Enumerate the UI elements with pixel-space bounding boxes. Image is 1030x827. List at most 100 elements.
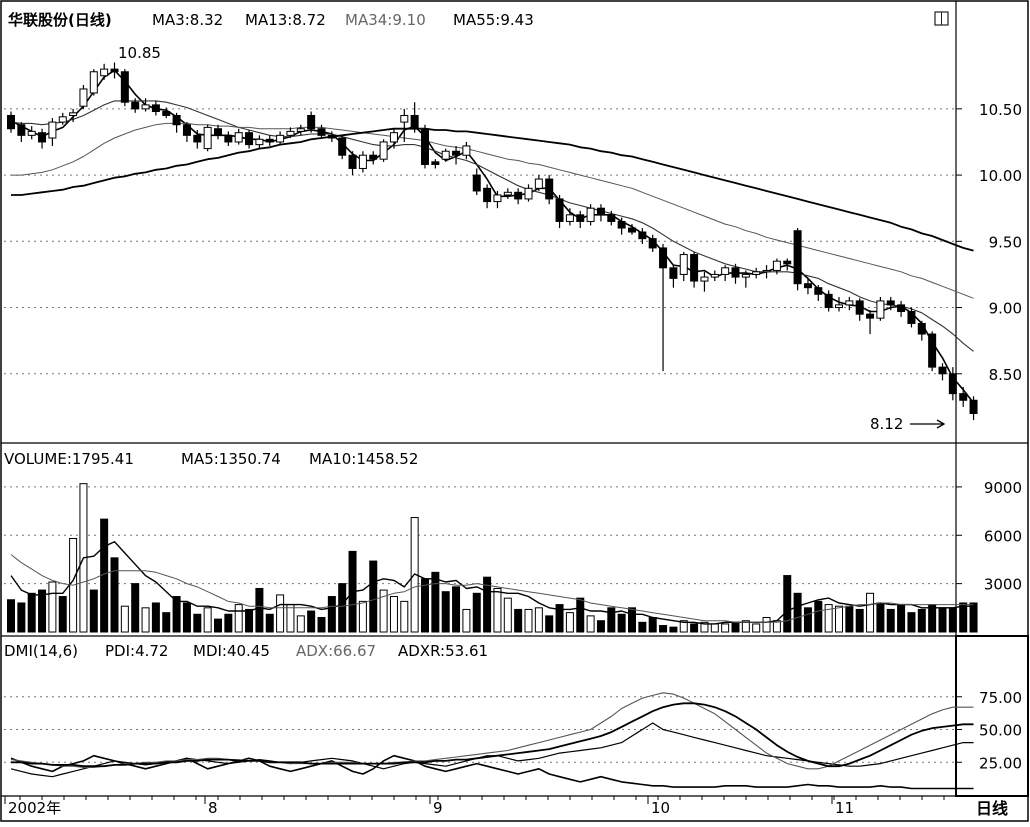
ma13-line — [10, 100, 974, 352]
volume-bar — [524, 608, 533, 633]
candle-body — [48, 121, 57, 139]
vol-ma5-label: MA5:1350.74 — [181, 450, 281, 468]
candle-body — [628, 227, 636, 233]
volume-bar — [783, 575, 792, 633]
candle-body — [648, 238, 657, 249]
candle-body — [172, 114, 181, 126]
candle-body — [7, 114, 15, 130]
candle-body — [783, 260, 792, 265]
candle-body — [659, 247, 668, 269]
volume-bar — [659, 625, 668, 633]
candle-body — [855, 300, 864, 315]
volume-bar — [296, 615, 305, 633]
volume-bar — [317, 616, 326, 633]
volume-bar — [679, 620, 688, 633]
y-tick-label: 8.50 — [989, 366, 1022, 384]
candle-body — [100, 68, 109, 77]
volume-bar — [793, 592, 802, 633]
candle-body — [514, 191, 523, 200]
high-annotation: 10.85 — [118, 44, 161, 62]
volume-bar — [855, 608, 864, 633]
volume-bars — [7, 483, 978, 633]
volume-moving-averages — [10, 541, 974, 625]
volume-bar — [866, 592, 875, 633]
volume-bar — [845, 605, 854, 633]
volume-bar — [472, 592, 481, 633]
candle-body — [503, 191, 512, 196]
dmi-header: DMI(14,6) PDI:4.72 MDI:40.45 ADX:66.67 A… — [4, 642, 488, 660]
volume-bar — [120, 605, 129, 633]
candle-body — [886, 300, 895, 306]
volume-bar — [338, 583, 347, 633]
price-header: 华联股份(日线) MA3:8.32 MA13:8.72 MA34:9.10 MA… — [8, 11, 949, 29]
candle-body — [151, 104, 160, 113]
candle-body — [410, 114, 419, 130]
volume-bar — [17, 602, 26, 633]
candle-body — [969, 399, 978, 415]
y-axis-labels: 10.50 10.00 9.50 9.00 8.50 9000 6000 3000 75.00 5… — [956, 101, 1022, 772]
volume-bar — [565, 612, 574, 633]
candle-body — [27, 130, 36, 136]
candle-body — [348, 154, 357, 169]
volume-bar — [928, 604, 937, 633]
candle-body — [276, 134, 285, 143]
volume-bar — [462, 608, 471, 633]
volume-bar — [741, 620, 750, 633]
mdi-line — [10, 722, 974, 778]
volume-bar — [959, 602, 968, 633]
ma55-line — [11, 127, 974, 252]
x-month-label: 9 — [433, 799, 443, 817]
volume-bar — [276, 594, 285, 633]
volume-bar — [835, 605, 843, 633]
volume-bar — [545, 615, 554, 633]
volume-bar — [89, 589, 98, 633]
volume-bar — [969, 602, 978, 633]
volume-ma5-line — [10, 541, 974, 625]
candle-body — [265, 138, 274, 143]
x-month-label: 10 — [651, 799, 670, 817]
y-tick-label: 6000 — [984, 527, 1022, 545]
candle-body — [141, 104, 150, 110]
volume-bar — [721, 623, 730, 633]
candle-body — [110, 68, 119, 73]
volume-bar — [193, 613, 202, 633]
candle-body — [555, 198, 564, 222]
volume-bar — [38, 589, 47, 633]
volume-bar — [917, 608, 926, 633]
volume-bar — [638, 621, 647, 633]
volume-bar — [172, 596, 181, 633]
candle-body — [182, 124, 191, 136]
volume-label: VOLUME:1795.41 — [4, 450, 134, 468]
volume-bar — [907, 612, 916, 633]
candle-body — [162, 111, 171, 116]
grid-lines — [4, 108, 956, 763]
candle-body — [938, 366, 947, 375]
y-tick-label: 9000 — [984, 479, 1022, 497]
x-month-label: 2002年 — [8, 799, 61, 817]
volume-bar — [245, 608, 254, 633]
volume-bar — [710, 623, 719, 633]
candle-body — [897, 304, 906, 313]
volume-bar — [452, 586, 461, 633]
candle-body — [596, 207, 605, 216]
y-tick-label: 50.00 — [979, 722, 1022, 740]
volume-bar — [555, 604, 564, 633]
candle-body — [907, 311, 916, 324]
volume-bar — [534, 607, 543, 633]
volume-bar — [731, 621, 740, 633]
volume-bar — [27, 592, 36, 633]
volume-bar — [400, 600, 409, 633]
candle-body — [638, 231, 647, 240]
y-tick-label: 10.50 — [979, 101, 1022, 119]
y-tick-label: 9.50 — [989, 233, 1022, 251]
period-label[interactable]: 日线 — [976, 799, 1008, 818]
volume-bar — [493, 587, 502, 633]
candle-body — [452, 150, 461, 156]
volume-bar — [431, 571, 440, 633]
candle-body — [131, 101, 140, 110]
candle-body — [120, 71, 129, 103]
pdi-label: PDI:4.72 — [105, 642, 168, 660]
